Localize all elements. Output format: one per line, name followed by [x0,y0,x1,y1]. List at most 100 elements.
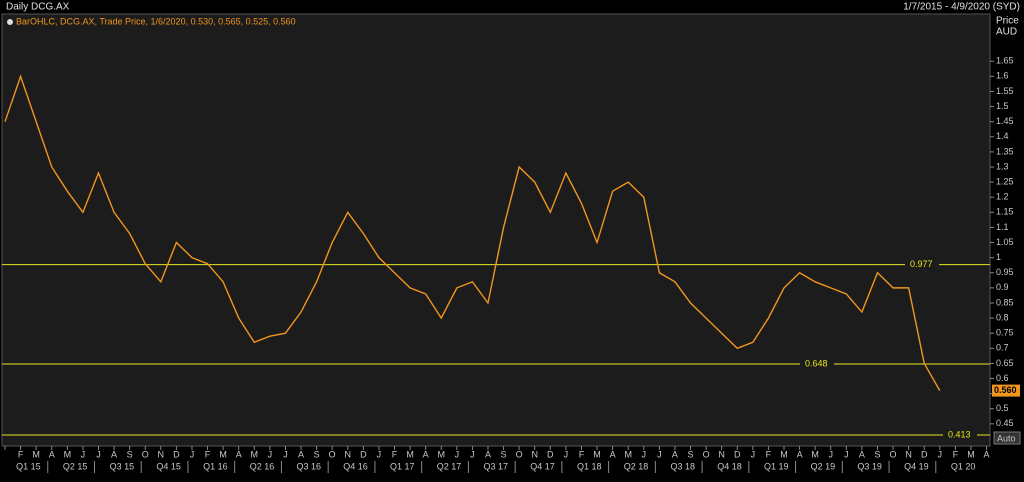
level-label-bg [943,429,977,442]
level-label: 0.977 [910,259,933,269]
quarter-label: Q4 19 [904,461,929,471]
x-tick-label: S [874,449,880,459]
last-price-label: 0.560 [994,385,1017,395]
x-tick-label: J [844,449,849,459]
x-tick-label: J [828,449,833,459]
quarter-label: Q2 19 [811,461,836,471]
y-tick-label: 1.3 [996,161,1009,171]
x-tick-label: A [797,449,803,459]
y-tick-label: 1.4 [996,131,1009,141]
y-tick-label: 1.25 [996,176,1014,186]
quarter-label: Q1 17 [390,461,415,471]
x-tick-label: M [64,449,72,459]
x-tick-label: A [298,449,304,459]
quarter-label: Q1 20 [951,461,976,471]
quarter-label: Q1 16 [203,461,228,471]
x-tick-label: A [859,449,865,459]
y-tick-label: 0.75 [996,328,1014,338]
x-tick-label: N [905,449,912,459]
quarter-label: Q2 17 [437,461,462,471]
level-label-bg [905,258,939,271]
quarter-label: Q4 15 [156,461,181,471]
x-tick-label: S [314,449,320,459]
x-tick-label: A [984,449,990,459]
x-tick-label: O [703,449,710,459]
x-tick-label: F [205,449,211,459]
x-tick-label: A [485,449,491,459]
date-range: 1/7/2015 - 4/9/2020 (SYD) [903,2,1020,13]
y-tick-label: 1.55 [996,86,1014,96]
x-tick-label: M [219,449,227,459]
level-label: 0.413 [948,429,971,439]
y-tick-label: 1.15 [996,207,1014,217]
x-tick-label: S [127,449,133,459]
plot-area [1,13,991,447]
x-tick-label: M [32,449,40,459]
y-tick-label: 1.1 [996,222,1009,232]
quarter-label: Q3 16 [297,461,322,471]
x-tick-label: J [81,449,86,459]
x-tick-label: M [811,449,819,459]
quarter-label: Q3 18 [670,461,695,471]
level-label-bg [800,358,834,371]
x-tick-label: M [251,449,259,459]
x-tick-label: N [531,449,538,459]
y-tick-label: 0.95 [996,267,1014,277]
x-tick-label: D [360,449,367,459]
auto-button[interactable] [993,431,1021,445]
y-tick-label: 1.5 [996,101,1009,111]
chart-title: Daily DCG.AX [6,2,70,13]
y-tick-label: 1 [996,252,1001,262]
x-tick-label: M [406,449,414,459]
y-tick-label: 0.5 [996,403,1009,413]
y-tick-label: 1.2 [996,192,1009,202]
x-tick-label: J [96,449,101,459]
x-tick-label: A [111,449,117,459]
x-tick-label: J [657,449,662,459]
y-tick-label: 0.7 [996,343,1009,353]
y-tick-label: 1.35 [996,146,1014,156]
x-tick-label: M [593,449,601,459]
x-tick-label: O [890,449,897,459]
x-tick-label: F [579,449,585,459]
x-tick-label: J [455,449,460,459]
y-tick-label: 0.85 [996,297,1014,307]
quarter-label: Q3 19 [857,461,882,471]
y-unit: AUD [996,27,1017,38]
y-tick-label: 1.05 [996,237,1014,247]
legend: BarOHLC, DCG.AX, Trade Price, 1/6/2020, … [16,16,296,26]
y-tick-label: 0.6 [996,373,1009,383]
x-tick-label: O [142,449,149,459]
quarter-label: Q2 16 [250,461,275,471]
x-tick-label: D [173,449,180,459]
x-tick-label: O [329,449,336,459]
quarter-label: Q2 18 [624,461,649,471]
legend-icon [7,19,13,25]
x-tick-label: A [236,449,242,459]
x-tick-label: D [734,449,741,459]
y-tick-label: 0.9 [996,282,1009,292]
x-tick-label: J [377,449,382,459]
x-tick-label: D [921,449,928,459]
price-line [4,74,941,391]
quarter-label: Q3 17 [484,461,509,471]
y-tick-label: 1.6 [996,71,1009,81]
x-tick-label: J [268,449,273,459]
x-tick-label: A [423,449,429,459]
x-tick-label: F [392,449,398,459]
level-label: 0.648 [805,358,828,368]
y-tick-label: 1.45 [996,116,1014,126]
auto-button-label[interactable]: Auto [997,433,1016,443]
y-tick-label: 0.8 [996,312,1009,322]
x-tick-label: F [766,449,772,459]
x-tick-label: N [718,449,725,459]
x-tick-label: J [190,449,195,459]
x-tick-label: J [470,449,475,459]
y-tick-label: 0.65 [996,358,1014,368]
quarter-label: Q3 15 [110,461,135,471]
x-tick-label: S [688,449,694,459]
x-tick-label: D [547,449,554,459]
x-tick-label: A [49,449,55,459]
quarter-label: Q1 15 [16,461,41,471]
